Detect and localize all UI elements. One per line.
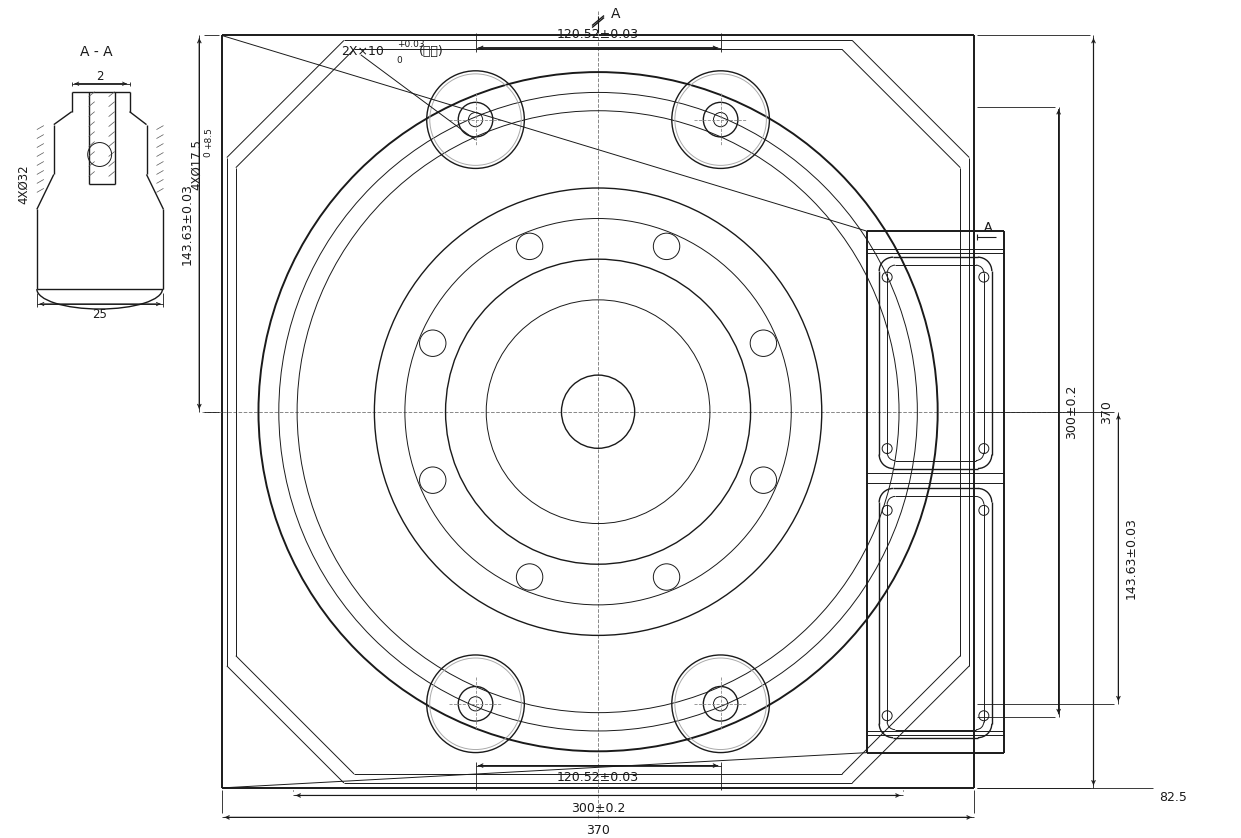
Text: 4XØ17.5: 4XØ17.5: [190, 139, 202, 190]
Text: 0: 0: [204, 152, 212, 158]
Text: 120.52±0.03: 120.52±0.03: [557, 771, 639, 784]
Text: +0.03: +0.03: [397, 40, 424, 49]
Text: 4XØ32: 4XØ32: [17, 164, 30, 204]
Text: 300±0.2: 300±0.2: [571, 802, 625, 815]
Text: 0: 0: [397, 56, 402, 65]
Text: (通孔): (通孔): [418, 45, 443, 59]
Text: 370: 370: [1100, 400, 1113, 424]
Text: 370: 370: [586, 824, 611, 837]
Text: 82.5: 82.5: [1159, 791, 1188, 804]
Text: A: A: [612, 7, 620, 21]
Text: 143.63±0.03: 143.63±0.03: [181, 183, 194, 265]
Text: 2X×10: 2X×10: [341, 45, 383, 59]
Text: A - A: A - A: [81, 45, 113, 59]
Text: 143.63±0.03: 143.63±0.03: [1124, 517, 1138, 598]
Text: 25: 25: [92, 308, 107, 320]
Text: 2: 2: [96, 70, 103, 83]
Text: 120.52±0.03: 120.52±0.03: [557, 28, 639, 41]
Text: A: A: [984, 220, 993, 234]
Text: 300±0.2: 300±0.2: [1065, 385, 1078, 439]
Text: +8.5: +8.5: [204, 127, 212, 148]
